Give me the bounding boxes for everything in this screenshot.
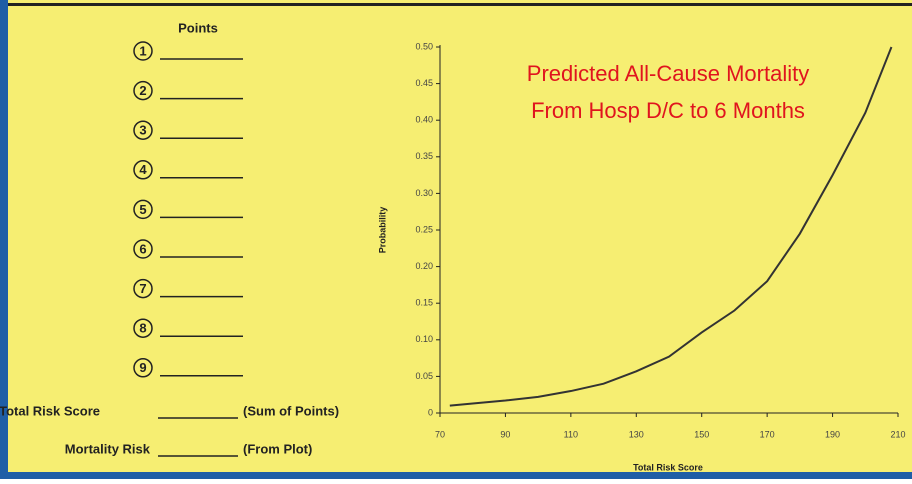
risk-label: Mortality Risk (65, 441, 151, 456)
risk-note: (From Plot) (243, 441, 312, 456)
item-number: 5 (139, 202, 146, 217)
points-header: Points (178, 20, 218, 35)
item-circle (133, 358, 153, 378)
left-border (0, 0, 8, 479)
y-tick-label: 0.25 (415, 224, 433, 234)
chart-title: Predicted All-Cause Mortality (527, 61, 809, 86)
y-tick-label: 0.45 (415, 78, 433, 88)
worksheet: Points Total Risk Score (Sum of Points) … (0, 20, 339, 457)
y-tick-label: 0.50 (415, 41, 433, 51)
item-circle (133, 239, 153, 259)
x-tick-label: 170 (760, 429, 775, 439)
y-tick-label: 0.15 (415, 298, 433, 308)
y-tick-label: 0.35 (415, 151, 433, 161)
item-circle (133, 41, 153, 61)
item-circle (133, 160, 153, 180)
item-number: 9 (139, 360, 146, 375)
item-number: 2 (139, 83, 146, 98)
y-tick-label: 0.20 (415, 261, 433, 271)
x-tick-label: 90 (500, 429, 510, 439)
x-tick-label: 190 (825, 429, 840, 439)
y-tick-label: 0 (428, 407, 433, 417)
total-label: Total Risk Score (0, 403, 100, 418)
item-circle (133, 318, 153, 338)
total-note: (Sum of Points) (243, 403, 339, 418)
y-tick-label: 0.40 (415, 115, 433, 125)
item-number: 6 (139, 241, 146, 256)
line (449, 46, 893, 407)
y-axis-label: Probability (377, 207, 387, 254)
item-number: 7 (139, 281, 146, 296)
item-circle (133, 199, 153, 220)
x-tick-label: 150 (694, 429, 709, 439)
y-tick-label: 0.05 (415, 371, 433, 381)
item-number: 3 (139, 123, 146, 138)
item-circle (133, 278, 153, 299)
chart: Total Risk Score Probability Predicted A… (377, 41, 905, 472)
x-tick-label: 130 (629, 429, 644, 439)
top-rule (8, 3, 912, 6)
item-number: 4 (139, 162, 147, 177)
item-number: 1 (139, 43, 146, 58)
y-tick-label: 0.10 (415, 334, 433, 344)
item-number: 8 (139, 321, 146, 336)
x-tick-label: 70 (435, 429, 445, 439)
chart-title: From Hosp D/C to 6 Months (531, 98, 805, 123)
y-tick-label: 0.30 (415, 188, 433, 198)
bottom-border (0, 472, 912, 479)
item-circle (133, 80, 153, 101)
x-tick-label: 110 (564, 429, 578, 439)
x-axis-label: Total Risk Score (633, 462, 703, 472)
item-circle (133, 120, 153, 140)
x-tick-label: 210 (890, 429, 905, 439)
